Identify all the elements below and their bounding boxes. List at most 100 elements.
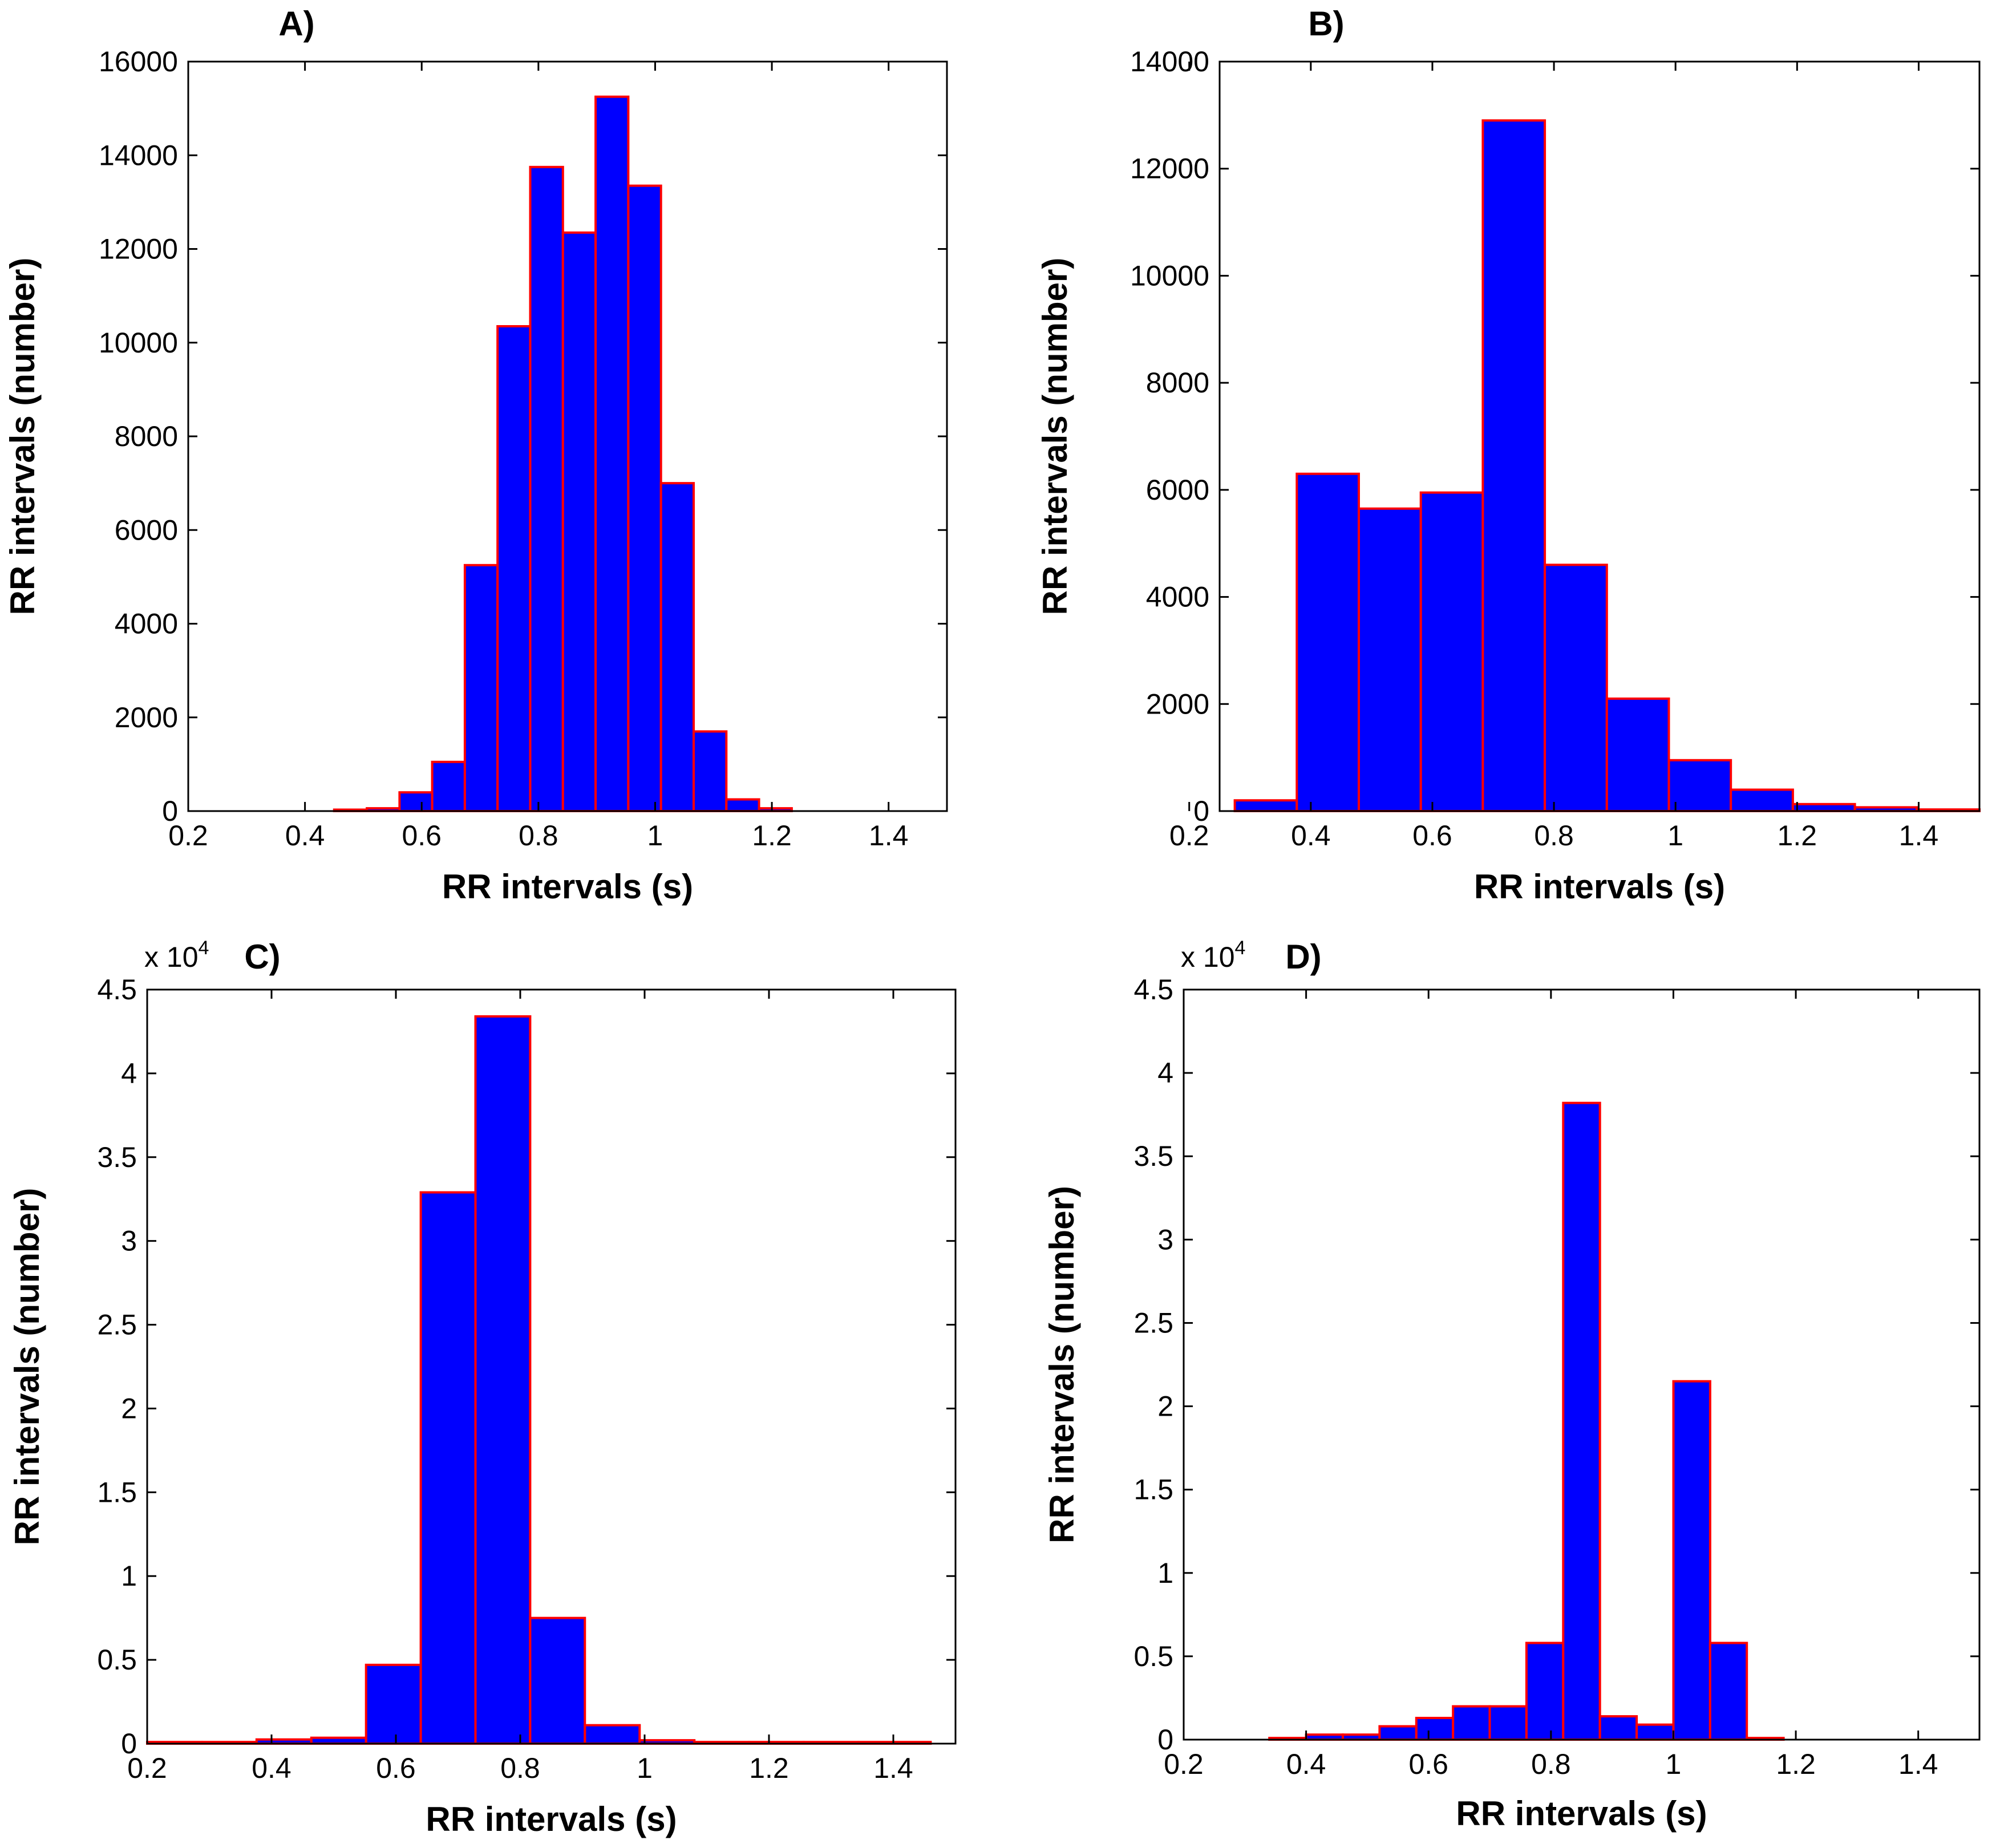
panel-d-exponent-power: 4 <box>1235 937 1246 959</box>
panel-a-xtick-label-0: 0.2 <box>168 820 208 852</box>
panel-a-ytick-label-1: 2000 <box>115 702 178 733</box>
panel-a-label: A) <box>278 5 314 43</box>
panel-d-xlabel: RR intervals (s) <box>1456 1794 1707 1833</box>
panel-a-ytick-label-3: 6000 <box>115 514 178 546</box>
panel-c-bar-3 <box>310 1736 367 1745</box>
panel-a-xtick-label-2: 0.6 <box>402 820 442 852</box>
panel-c-bar-4 <box>365 1663 422 1745</box>
panel-c-xtick-label-3: 0.8 <box>500 1752 540 1784</box>
panel-a-bar-11 <box>693 730 728 813</box>
panel-b-bar-7 <box>1667 759 1732 813</box>
panel-b-bar-3 <box>1419 491 1484 812</box>
panel-c-bar-6 <box>474 1015 532 1745</box>
panel-b-ticks: 0.2 0.4 0.6 0.8 1 1.2 1.4 0 2000 4000 6000 8000 1000… <box>1130 46 1979 852</box>
panel-a-ytick-label-7: 14000 <box>99 139 178 171</box>
panel-d-ytick-label-5: 2.5 <box>1133 1307 1173 1339</box>
panel-b-ylabel: RR intervals (number) <box>1036 258 1074 615</box>
panel-c-xtick-label-6: 1.4 <box>873 1752 913 1784</box>
panel-b-xtick-label-2: 0.6 <box>1412 820 1452 852</box>
panel-b-ytick-label-7: 14000 <box>1130 46 1209 78</box>
panel-a-bar-10 <box>659 482 695 812</box>
panel-b-bar-4 <box>1481 119 1546 813</box>
panel-a-ytick-label-8: 16000 <box>99 46 178 78</box>
panel-c-bar-8 <box>584 1724 641 1745</box>
panel-b-bar-2 <box>1358 507 1422 812</box>
panel-d-axes-frame <box>1183 988 1981 1741</box>
panel-c-ticks: 0.2 0.4 0.6 0.8 1 1.2 1.4 0 0.5 1 1.5 2 2.5 3 3.5 4 4.5 <box>97 974 956 1784</box>
panel-c-bars <box>146 1015 932 1745</box>
panel-d-bar-8 <box>1562 1101 1601 1741</box>
panel-d-ytick-label-2: 1 <box>1157 1557 1173 1589</box>
panel-b-bar-8 <box>1730 788 1794 812</box>
panel-d-xtick-label-4: 1 <box>1666 1748 1682 1780</box>
panel-a-ytick-label-4: 8000 <box>115 420 178 452</box>
panel-a-axes-frame <box>187 60 948 812</box>
panel-c-bar-7 <box>529 1616 586 1745</box>
panel-d-bar-4 <box>1415 1717 1455 1741</box>
panel-d-bar-9 <box>1598 1715 1638 1741</box>
panel-d-exponent: x 104 <box>1181 937 1245 973</box>
histogram-panel-d: D) RR intervals (s) RR intervals (number… <box>1043 937 1981 1833</box>
panel-d-ticks: 0.2 0.4 0.6 0.8 1 1.2 1.4 0 0.5 1 1.5 2 2.5 3 3.5 4 4.5 <box>1133 974 1979 1780</box>
panel-a-bar-12 <box>725 798 760 812</box>
histogram-panel-a: A) RR intervals (s) RR intervals (number… <box>3 5 948 906</box>
panel-d-ytick-label-6: 3 <box>1157 1223 1173 1255</box>
panel-a-ytick-label-0: 0 <box>162 795 178 827</box>
panel-c-xtick-label-1: 0.4 <box>252 1752 291 1784</box>
panel-a-xtick-label-3: 0.8 <box>519 820 558 852</box>
panel-d-bar-7 <box>1525 1642 1565 1741</box>
panel-b-xlabel: RR intervals (s) <box>1474 868 1725 906</box>
panel-b-ytick-label-6: 12000 <box>1130 153 1209 185</box>
panel-d-xtick-label-0: 0.2 <box>1164 1748 1204 1780</box>
panel-c-xlabel: RR intervals (s) <box>426 1800 677 1838</box>
panel-a-bar-2 <box>398 791 434 812</box>
panel-b-bar-1 <box>1295 472 1361 812</box>
histogram-panel-b: B) RR intervals (s) RR intervals (number… <box>1036 5 1981 906</box>
panel-b-xtick-label-1: 0.4 <box>1291 820 1331 852</box>
panel-a-bar-8 <box>594 95 630 813</box>
panel-c-ytick-label-6: 3 <box>121 1225 137 1257</box>
panel-b-ytick-label-2: 4000 <box>1146 581 1209 613</box>
panel-c-exponent: x 104 <box>144 937 209 973</box>
panel-a-ytick-label-5: 10000 <box>99 327 178 359</box>
panel-c-xtick-label-5: 1.2 <box>749 1752 789 1784</box>
panel-b-bar-6 <box>1605 697 1670 813</box>
panel-d-ytick-label-0: 0 <box>1157 1724 1173 1756</box>
panel-d-bars <box>1268 1101 1785 1741</box>
panel-a-bar-7 <box>561 231 597 812</box>
panel-a-bar-5 <box>496 325 532 812</box>
panel-a-ticks: 0.2 0.4 0.6 0.8 1 1.2 1.4 0 2000 4000 6000 8000 1000… <box>99 46 947 852</box>
panel-d-bar-11 <box>1672 1380 1711 1741</box>
panel-c-axes-frame <box>146 988 957 1745</box>
panel-c-xtick-label-2: 0.6 <box>376 1752 416 1784</box>
panel-c-exponent-base: x 10 <box>144 941 199 973</box>
panel-d-xtick-label-5: 1.2 <box>1776 1748 1816 1780</box>
panel-d-xtick-label-1: 0.4 <box>1286 1748 1326 1780</box>
panel-d-xtick-label-2: 0.6 <box>1408 1748 1448 1780</box>
panel-a-xtick-label-4: 1 <box>647 820 663 852</box>
panel-c-ylabel: RR intervals (number) <box>8 1188 46 1546</box>
panel-b-ytick-label-3: 6000 <box>1146 474 1209 506</box>
panel-c-ytick-label-0: 0 <box>121 1728 137 1760</box>
panel-d-ytick-label-8: 4 <box>1157 1057 1173 1089</box>
panel-a-bar-9 <box>627 184 662 813</box>
panel-b-bar-5 <box>1544 564 1608 812</box>
panel-d-ytick-label-9: 4.5 <box>1133 974 1173 1006</box>
panel-b-ytick-label-1: 2000 <box>1146 688 1209 720</box>
panel-c-ytick-label-1: 0.5 <box>97 1644 137 1676</box>
panel-d-label: D) <box>1285 938 1321 976</box>
panel-a-bar-3 <box>431 760 466 813</box>
panel-a-bar-6 <box>529 165 564 812</box>
panel-d-xtick-label-6: 1.4 <box>1898 1748 1938 1780</box>
panel-b-xtick-label-6: 1.4 <box>1899 820 1939 852</box>
panel-b-xtick-label-3: 0.8 <box>1534 820 1574 852</box>
panel-a-ylabel: RR intervals (number) <box>3 258 42 615</box>
panel-c-bar-5 <box>419 1191 477 1745</box>
panel-a-xlabel: RR intervals (s) <box>442 868 693 906</box>
panel-c-xtick-label-4: 1 <box>637 1752 653 1784</box>
panel-b-ytick-label-5: 10000 <box>1130 260 1209 291</box>
panel-d-bar-12 <box>1708 1642 1748 1741</box>
panel-d-ytick-label-1: 0.5 <box>1133 1640 1173 1672</box>
